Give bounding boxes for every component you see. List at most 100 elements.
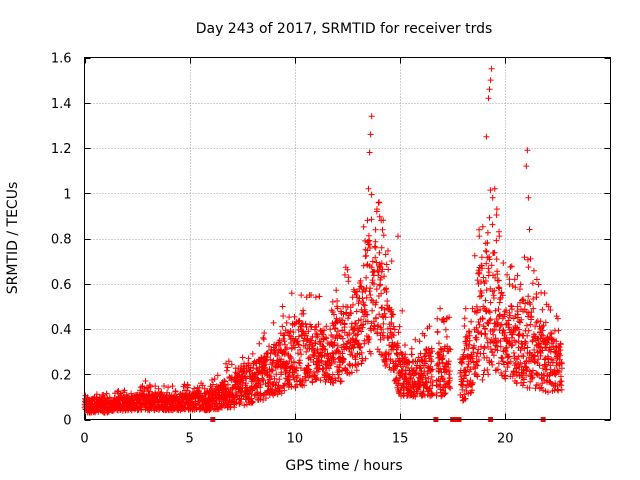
data-point <box>383 261 390 268</box>
data-point <box>312 294 319 301</box>
data-point <box>525 194 532 201</box>
data-point <box>387 325 394 332</box>
data-point <box>339 359 346 366</box>
data-point <box>532 352 538 359</box>
data-point <box>509 306 515 313</box>
data-point <box>379 226 386 233</box>
data-point <box>358 360 365 367</box>
data-point <box>352 354 359 361</box>
data-point <box>391 326 398 333</box>
data-point <box>395 233 401 240</box>
data-point <box>376 249 383 256</box>
data-point <box>306 354 313 361</box>
data-point <box>290 329 297 336</box>
data-point <box>481 345 487 352</box>
data-point <box>485 320 492 327</box>
data-point <box>373 299 380 306</box>
x-axis-label: GPS time / hours <box>285 458 402 474</box>
data-point <box>514 272 521 279</box>
data-point <box>339 350 346 357</box>
data-point <box>238 389 245 396</box>
data-point <box>509 283 516 289</box>
data-point <box>522 300 529 307</box>
data-point <box>533 319 540 326</box>
data-point <box>426 323 433 330</box>
data-point <box>396 389 403 396</box>
data-point <box>490 352 497 359</box>
x-tick-label: 5 <box>186 432 194 447</box>
data-point <box>147 383 154 390</box>
chart-title: Day 243 of 2017, SRMTID for receiver trd… <box>196 21 493 37</box>
data-point <box>493 206 500 213</box>
data-point <box>495 319 501 326</box>
data-point <box>381 273 388 280</box>
data-point <box>348 310 355 316</box>
data-point <box>339 335 346 342</box>
data-point <box>504 364 511 371</box>
data-point <box>362 253 369 260</box>
data-point <box>479 223 486 230</box>
data-point <box>436 340 442 347</box>
data-point <box>476 321 483 328</box>
data-point <box>462 395 469 402</box>
data-point <box>172 388 179 394</box>
data-point <box>249 350 256 357</box>
data-point <box>340 356 347 363</box>
data-point <box>267 356 274 363</box>
data-point <box>331 311 337 318</box>
data-point <box>507 264 514 270</box>
data-point <box>395 344 402 351</box>
data-point <box>491 287 498 294</box>
data-point <box>463 372 470 379</box>
data-point <box>316 293 323 300</box>
data-point <box>512 339 519 346</box>
data-point <box>301 382 308 389</box>
data-point <box>196 384 203 391</box>
data-point <box>338 378 345 385</box>
data-point <box>497 338 504 345</box>
data-point <box>182 391 189 398</box>
data-point <box>494 271 501 278</box>
data-point <box>469 387 476 394</box>
data-point <box>407 375 414 382</box>
data-point <box>334 342 341 349</box>
data-point <box>341 321 348 328</box>
data-point <box>360 223 367 230</box>
data-point <box>281 338 288 345</box>
data-point <box>523 322 530 329</box>
y-tick-label: 0 <box>63 414 71 429</box>
data-point <box>245 355 252 362</box>
data-point <box>539 327 546 334</box>
data-point <box>539 347 546 354</box>
data-point <box>515 331 522 338</box>
data-point <box>359 295 366 302</box>
data-point <box>467 366 474 373</box>
data-point <box>516 286 523 293</box>
data-point <box>366 288 373 295</box>
data-point <box>527 321 534 328</box>
data-point <box>312 340 319 346</box>
data-point <box>519 382 526 389</box>
data-point <box>557 341 564 348</box>
data-point <box>228 361 235 368</box>
data-point <box>495 306 502 313</box>
data-point <box>296 317 303 324</box>
data-point <box>442 390 449 397</box>
data-point <box>466 337 473 344</box>
data-point <box>425 346 432 353</box>
data-point <box>291 359 297 365</box>
data-point <box>492 342 499 349</box>
data-point <box>473 353 480 360</box>
data-point <box>545 303 552 310</box>
data-point <box>388 319 395 326</box>
data-point <box>329 371 336 378</box>
data-point <box>385 247 391 254</box>
data-point <box>429 366 436 373</box>
data-point <box>282 341 288 348</box>
data-point <box>322 346 329 353</box>
data-point <box>503 334 510 341</box>
data-point <box>387 329 394 336</box>
data-point <box>367 292 374 298</box>
data-point <box>378 217 385 224</box>
data-point <box>353 367 360 374</box>
